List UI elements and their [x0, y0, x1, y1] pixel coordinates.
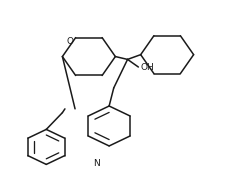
- Text: OH: OH: [141, 63, 154, 72]
- Text: O: O: [66, 37, 73, 46]
- Text: N: N: [94, 159, 100, 168]
